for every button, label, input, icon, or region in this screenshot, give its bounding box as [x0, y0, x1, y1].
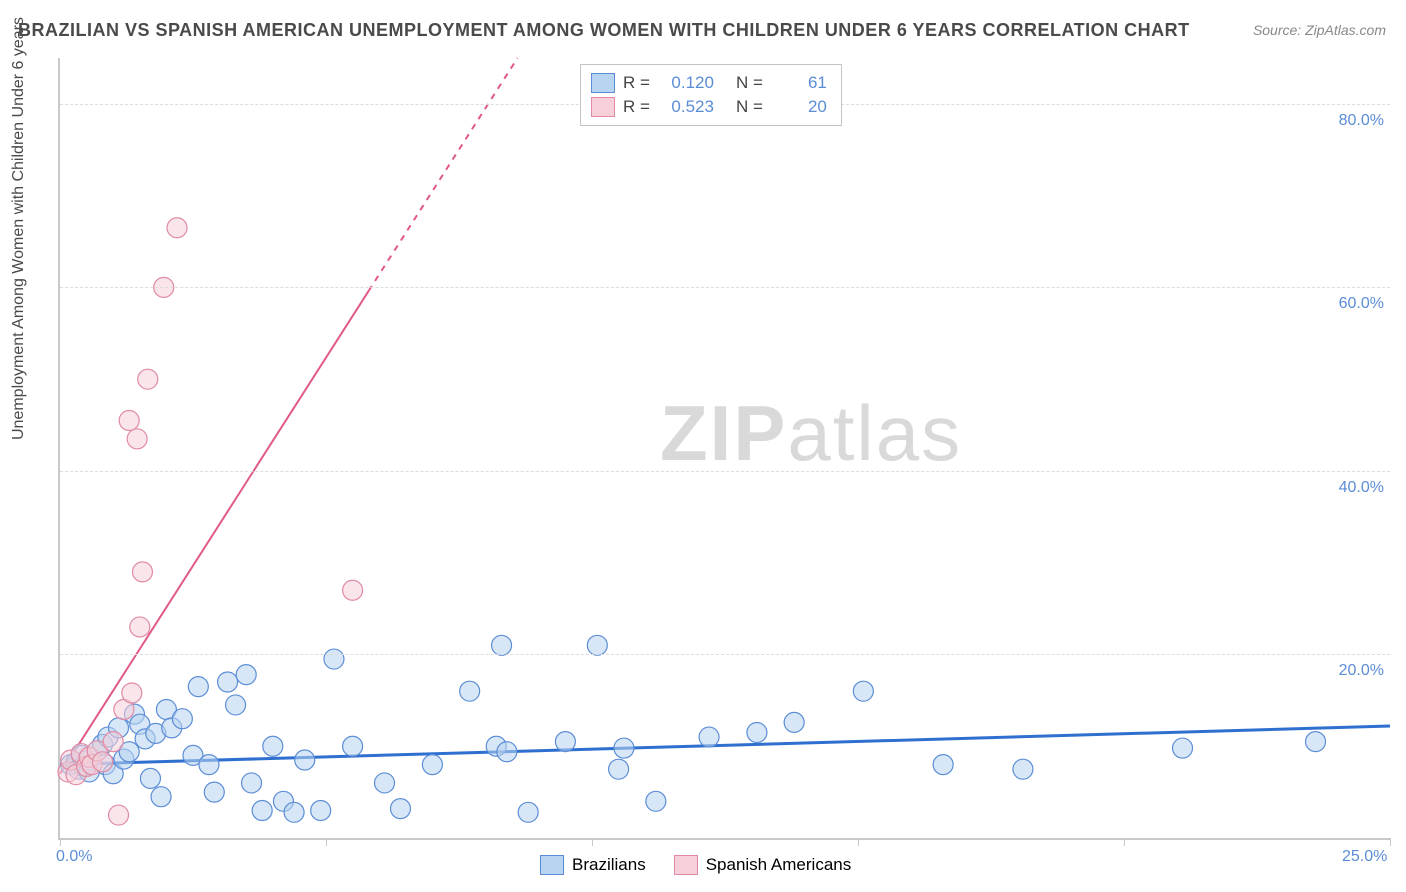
legend-item-brazilians: Brazilians [540, 855, 646, 875]
legend-row-spanish: R = 0.523 N = 20 [591, 95, 827, 119]
point-brazilians [587, 635, 607, 655]
gridline [60, 654, 1390, 655]
n-value-spanish: 20 [771, 97, 827, 117]
series-legend: Brazilians Spanish Americans [540, 855, 851, 875]
legend-item-spanish: Spanish Americans [674, 855, 852, 875]
point-brazilians [646, 791, 666, 811]
point-brazilians [699, 727, 719, 747]
point-brazilians [324, 649, 344, 669]
r-value-spanish: 0.523 [658, 97, 714, 117]
y-tick-label: 20.0% [1339, 662, 1384, 680]
x-tick-label: 25.0% [1342, 848, 1387, 866]
point-spanish [132, 562, 152, 582]
point-brazilians [784, 712, 804, 732]
y-tick-label: 60.0% [1339, 295, 1384, 313]
point-brazilians [555, 732, 575, 752]
y-tick-label: 80.0% [1339, 112, 1384, 130]
point-spanish [109, 805, 129, 825]
swatch-blue-bottom-icon [540, 855, 564, 875]
point-brazilians [236, 665, 256, 685]
point-brazilians [343, 736, 363, 756]
point-spanish [93, 752, 113, 772]
y-tick-label: 40.0% [1339, 479, 1384, 497]
point-brazilians [295, 750, 315, 770]
point-brazilians [1306, 732, 1326, 752]
point-brazilians [422, 755, 442, 775]
n-label: N = [736, 73, 763, 93]
point-spanish [119, 410, 139, 430]
legend-label-spanish: Spanish Americans [706, 855, 852, 875]
chart-title: BRAZILIAN VS SPANISH AMERICAN UNEMPLOYME… [18, 20, 1190, 41]
point-brazilians [199, 755, 219, 775]
scatter-svg [60, 58, 1390, 838]
trend-line-spanish [60, 291, 369, 774]
y-axis-label: Unemployment Among Women with Children U… [10, 17, 28, 440]
legend-label-brazilians: Brazilians [572, 855, 646, 875]
point-brazilians [140, 768, 160, 788]
r-value-brazilians: 0.120 [658, 73, 714, 93]
x-tick [1390, 838, 1391, 846]
point-brazilians [609, 759, 629, 779]
point-brazilians [242, 773, 262, 793]
plot-area: ZIPatlas 20.0%40.0%60.0%80.0%0.0%25.0% [58, 58, 1390, 840]
trend-line-dash-spanish [369, 58, 518, 291]
point-spanish [343, 580, 363, 600]
x-tick [60, 838, 61, 846]
point-spanish [103, 732, 123, 752]
point-spanish [127, 429, 147, 449]
r-label-2: R = [623, 97, 650, 117]
r-label: R = [623, 73, 650, 93]
point-brazilians [747, 722, 767, 742]
correlation-legend: R = 0.120 N = 61 R = 0.523 N = 20 [580, 64, 842, 126]
point-spanish [138, 369, 158, 389]
point-brazilians [218, 672, 238, 692]
point-brazilians [497, 742, 517, 762]
point-spanish [122, 683, 142, 703]
source-attribution: Source: ZipAtlas.com [1253, 22, 1386, 38]
x-tick [858, 838, 859, 846]
x-tick [592, 838, 593, 846]
point-brazilians [1173, 738, 1193, 758]
swatch-pink-bottom-icon [674, 855, 698, 875]
point-brazilians [263, 736, 283, 756]
point-spanish [167, 218, 187, 238]
point-brazilians [188, 677, 208, 697]
point-brazilians [226, 695, 246, 715]
point-spanish [130, 617, 150, 637]
point-brazilians [853, 681, 873, 701]
point-brazilians [172, 709, 192, 729]
point-brazilians [933, 755, 953, 775]
x-tick-label: 0.0% [56, 848, 92, 866]
n-label-2: N = [736, 97, 763, 117]
x-tick [326, 838, 327, 846]
point-brazilians [252, 800, 272, 820]
point-brazilians [518, 802, 538, 822]
point-brazilians [492, 635, 512, 655]
x-tick [1124, 838, 1125, 846]
point-brazilians [284, 802, 304, 822]
point-brazilians [151, 787, 171, 807]
swatch-blue-icon [591, 73, 615, 93]
gridline [60, 287, 1390, 288]
swatch-pink-icon [591, 97, 615, 117]
point-brazilians [311, 800, 331, 820]
point-brazilians [614, 738, 634, 758]
legend-row-brazilians: R = 0.120 N = 61 [591, 71, 827, 95]
point-brazilians [390, 799, 410, 819]
point-brazilians [460, 681, 480, 701]
gridline [60, 471, 1390, 472]
point-brazilians [375, 773, 395, 793]
n-value-brazilians: 61 [771, 73, 827, 93]
point-brazilians [1013, 759, 1033, 779]
point-brazilians [204, 782, 224, 802]
